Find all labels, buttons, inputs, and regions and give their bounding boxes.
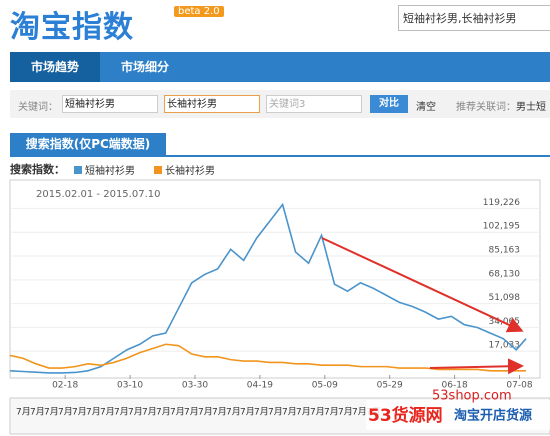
x-tick-label: 03-10 — [117, 381, 143, 391]
label: 关键词： — [18, 102, 58, 113]
navigator-label: 7月 — [324, 407, 339, 418]
x-tick-label: 05-09 — [312, 381, 338, 391]
x-tick-label: 04-19 — [247, 381, 273, 391]
related-word[interactable]: 男士短 — [516, 102, 546, 113]
y-tick-label: 119,226 — [483, 198, 520, 208]
watermark-bg — [366, 400, 550, 430]
navigator-label: 7月 — [142, 407, 157, 418]
navigator-label: 7月 — [310, 407, 325, 418]
x-tick-label: 06-18 — [442, 381, 468, 391]
line — [9, 202, 527, 374]
navigator-label: 7月 — [268, 407, 283, 418]
navigator-label: 7月 — [72, 407, 87, 418]
keyword-input[interactable]: 长袖衬衫男 — [164, 95, 260, 113]
tab[interactable]: 市场细分 — [120, 60, 169, 74]
clear-button[interactable]: 清空 — [416, 102, 436, 113]
tab[interactable]: 市场趋势 — [10, 52, 100, 82]
arrow — [429, 358, 524, 375]
divider — [10, 155, 550, 157]
navigator-label: 7月 — [114, 407, 129, 418]
navigator-label: 7月 — [16, 407, 31, 418]
navigator-label: 7月 — [86, 407, 101, 418]
legend-label: 搜索指数： — [10, 162, 65, 176]
navigator-label: 7月 — [282, 407, 297, 418]
keyword-input[interactable]: 短袖衬衫男 — [62, 95, 158, 113]
navigator-label: 7月 — [254, 407, 269, 418]
compare-button[interactable]: 对比 — [370, 95, 408, 113]
label: 推荐关联词： — [456, 102, 516, 113]
navigator-label: 7月 — [296, 407, 311, 418]
chart-subtitle: 2015.02.01 - 2015.07.10 — [36, 189, 160, 200]
watermark-slogan: 淘宝开店货源 — [454, 408, 532, 424]
navigator-label: 7月 — [156, 407, 171, 418]
y-tick-label: 68,130 — [489, 269, 521, 279]
legend-swatch — [74, 166, 82, 174]
x-tick-label: 05-29 — [377, 381, 403, 391]
y-tick-label: 51,098 — [489, 293, 521, 303]
line — [9, 343, 526, 372]
navigator-label: 7月 — [44, 407, 59, 418]
navigator-label: 7月 — [170, 407, 185, 418]
x-tick-label: 02-18 — [52, 381, 78, 391]
watermark-brand: 53货源网 — [368, 405, 443, 426]
search-box[interactable]: 短袖衬衫男,长袖衬衫男 — [398, 5, 550, 31]
keyword-row: 关键词： 短袖衬衫男 长袖衬衫男 关键词3 对比 清空 推荐关联词： 男士短 — [10, 90, 550, 118]
panel-tab[interactable]: 搜索指数(仅PC端数据) — [10, 133, 166, 155]
navigator-label: 7月 — [198, 407, 213, 418]
navigator-label: 7月 — [30, 407, 45, 418]
legend-swatch — [154, 166, 162, 174]
navigator-label: 7月 — [226, 407, 241, 418]
keyword-input[interactable]: 关键词3 — [266, 95, 362, 113]
navigator-label: 7月 — [352, 407, 367, 418]
x-tick-label: 03-30 — [182, 381, 208, 391]
legend-label: 长袖衬衫男 — [165, 164, 215, 177]
y-tick-label: 85,163 — [489, 246, 521, 256]
badge: beta 2.0 — [174, 6, 224, 17]
plot-frame — [9, 179, 541, 379]
navigator-label: 7月 — [338, 407, 353, 418]
navigator-label: 7月 — [240, 407, 255, 418]
y-tick-label: 17,033 — [489, 341, 521, 351]
tab-bar: 市场趋势 市场细分 — [10, 52, 550, 82]
navigator-label: 7月 — [100, 407, 115, 418]
legend-label: 短袖衬衫男 — [85, 164, 135, 177]
navigator-label: 7月 — [212, 407, 227, 418]
navigator-label: 7月 — [128, 407, 143, 418]
arrow — [321, 237, 524, 333]
navigator-label: 7月 — [58, 407, 73, 418]
logo[interactable]: 淘宝指数 — [10, 10, 134, 45]
y-tick-label: 102,195 — [483, 222, 520, 232]
x-tick-label: 07-08 — [506, 381, 532, 391]
navigator-label: 7月 — [184, 407, 199, 418]
watermark-url: 53shop.com — [432, 389, 512, 404]
